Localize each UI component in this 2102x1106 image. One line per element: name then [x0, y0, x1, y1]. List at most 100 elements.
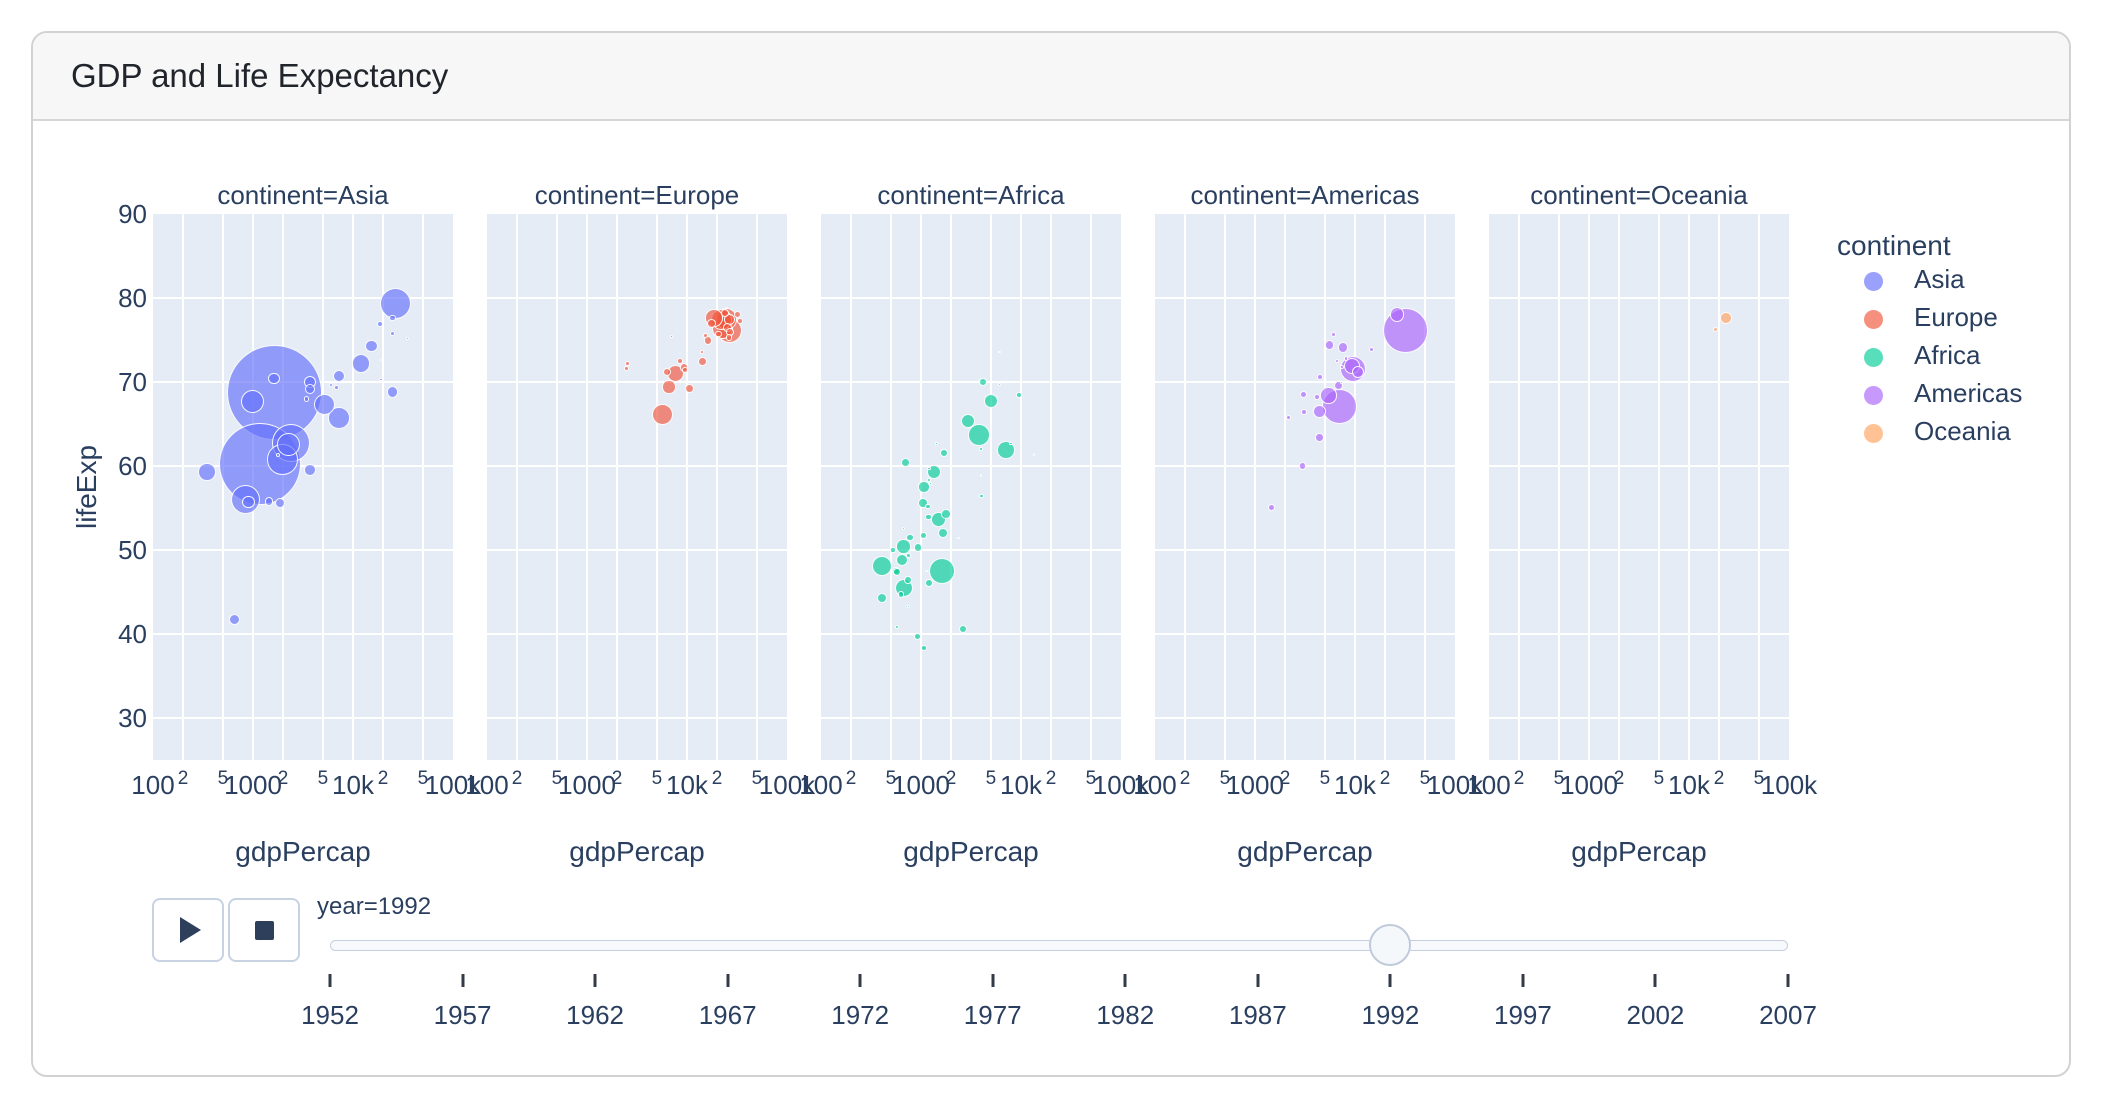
bubble-peru[interactable]: [1313, 404, 1327, 418]
slider-year-label-2002[interactable]: 2002: [1626, 1000, 1685, 1030]
bubble-west-bank-and-gaza[interactable]: [328, 382, 333, 387]
bubble-sao-tome-and-principe[interactable]: [935, 442, 938, 445]
bubble-chad[interactable]: [919, 532, 927, 540]
bubble-namibia[interactable]: [979, 447, 983, 451]
bubble-ghana[interactable]: [918, 481, 930, 493]
bubble-israel[interactable]: [376, 320, 384, 328]
bubble-guinea-bissau[interactable]: [906, 604, 910, 608]
bubble-chile[interactable]: [1337, 342, 1349, 353]
bubble-uganda[interactable]: [895, 554, 908, 567]
slider-handle[interactable]: [1369, 924, 1412, 966]
bubble-uruguay[interactable]: [1343, 356, 1349, 361]
bubble-south-africa[interactable]: [997, 441, 1015, 459]
bubble-saudi-arabia[interactable]: [386, 386, 399, 398]
bubble-albania[interactable]: [624, 366, 630, 372]
stop-button[interactable]: [228, 898, 300, 962]
facet-panel-europe[interactable]: [487, 214, 787, 760]
bubble-lesotho[interactable]: [927, 466, 932, 471]
bubble-ecuador[interactable]: [1334, 380, 1344, 390]
bubble-cambodia[interactable]: [264, 496, 274, 506]
bubble-sweden[interactable]: [720, 309, 729, 318]
slider-year-label-2007[interactable]: 2007: [1759, 1000, 1817, 1030]
slider-year-label-1977[interactable]: 1977: [963, 1000, 1022, 1030]
bubble-malaysia[interactable]: [333, 370, 346, 383]
bubble-yemen-rep-[interactable]: [275, 497, 286, 509]
bubble-reunion[interactable]: [998, 350, 1001, 353]
bubble-eritrea[interactable]: [890, 547, 896, 553]
bubble-romania[interactable]: [662, 380, 676, 394]
bubble-norway[interactable]: [737, 317, 743, 324]
bubble-cuba[interactable]: [1325, 340, 1335, 350]
bubble-denmark[interactable]: [726, 334, 733, 341]
bubble-singapore[interactable]: [389, 330, 395, 336]
bubble-cameroon[interactable]: [941, 508, 952, 519]
bubble-japan[interactable]: [380, 287, 412, 319]
bubble-djibouti[interactable]: [957, 536, 960, 540]
bubble-vietnam[interactable]: [240, 389, 265, 413]
bubble-colombia[interactable]: [1320, 387, 1337, 404]
bubble-sri-lanka[interactable]: [268, 372, 280, 385]
bubble-greece[interactable]: [706, 318, 716, 328]
bubble-tanzania[interactable]: [896, 539, 911, 554]
bubble-zambia[interactable]: [925, 578, 934, 587]
bubble-mozambique[interactable]: [877, 592, 888, 603]
bubble-jamaica[interactable]: [1339, 364, 1345, 370]
slider-year-label-1952[interactable]: 1952: [301, 1000, 359, 1030]
bubble-burkina-faso[interactable]: [913, 543, 923, 552]
bubble-burundi[interactable]: [897, 591, 905, 598]
bubble-hong-kong-china[interactable]: [389, 314, 396, 322]
bubble-korea-rep-[interactable]: [352, 354, 371, 373]
bubble-bolivia[interactable]: [1298, 462, 1306, 470]
bubble-mauritius[interactable]: [997, 383, 1001, 386]
bubble-lebanon[interactable]: [334, 385, 340, 391]
bubble-guinea[interactable]: [906, 533, 914, 541]
slider-year-label-1982[interactable]: 1982: [1096, 1000, 1155, 1030]
bubble-oman[interactable]: [378, 377, 383, 382]
bubble-algeria[interactable]: [983, 394, 999, 409]
bubble-sierra-leone[interactable]: [921, 645, 927, 652]
bubble-iraq[interactable]: [304, 464, 317, 477]
bubble-iceland[interactable]: [725, 306, 729, 310]
bubble-bangladesh[interactable]: [230, 484, 261, 515]
bubble-nigeria[interactable]: [928, 557, 956, 585]
bubble-venezuela[interactable]: [1351, 365, 1365, 379]
slider-year-label-1962[interactable]: 1962: [566, 1000, 624, 1030]
bubble-el-salvador[interactable]: [1316, 373, 1323, 381]
play-button[interactable]: [152, 898, 224, 962]
bubble-swaziland[interactable]: [979, 473, 983, 477]
bubble-costa-rica[interactable]: [1331, 331, 1337, 337]
bubble-czech-republic[interactable]: [698, 357, 707, 367]
facet-panel-americas[interactable]: [1155, 214, 1455, 760]
bubble-turkey[interactable]: [651, 404, 674, 426]
bubble-kuwait[interactable]: [405, 336, 409, 340]
bubble-zimbabwe[interactable]: [900, 458, 910, 468]
bubble-botswana[interactable]: [1009, 441, 1013, 445]
bubble-liberia[interactable]: [895, 625, 899, 630]
bubble-cote-d-ivoire[interactable]: [937, 528, 948, 539]
bubble-paraguay[interactable]: [1314, 394, 1321, 401]
bubble-senegal[interactable]: [940, 448, 949, 457]
bubble-croatia[interactable]: [676, 358, 683, 364]
bubble-hungary[interactable]: [684, 384, 694, 394]
bubble-mali[interactable]: [903, 576, 912, 585]
bubble-morocco[interactable]: [960, 413, 975, 428]
bubble-mongolia[interactable]: [276, 452, 281, 458]
bubble-myanmar[interactable]: [198, 463, 216, 481]
bubble-slovak-republic[interactable]: [681, 367, 688, 374]
bubble-angola[interactable]: [958, 624, 968, 634]
bubble-afghanistan[interactable]: [228, 614, 240, 626]
bubble-bosnia-and-herzegovina[interactable]: [624, 360, 631, 367]
bubble-ethiopia[interactable]: [871, 555, 893, 577]
bubble-equatorial-guinea[interactable]: [925, 569, 928, 573]
bubble-jordan[interactable]: [303, 396, 310, 402]
slider-year-label-1967[interactable]: 1967: [698, 1000, 757, 1030]
bubble-puerto-rico[interactable]: [1368, 346, 1375, 352]
slider-year-label-1987[interactable]: 1987: [1228, 1000, 1287, 1030]
bubble-panama[interactable]: [1334, 358, 1340, 364]
bubble-australia[interactable]: [1720, 312, 1732, 324]
bubble-tunisia[interactable]: [978, 377, 987, 387]
bubble-togo[interactable]: [925, 503, 931, 510]
bubble-philippines[interactable]: [277, 432, 301, 456]
bubble-portugal[interactable]: [703, 336, 713, 346]
bubble-benin[interactable]: [925, 514, 932, 521]
